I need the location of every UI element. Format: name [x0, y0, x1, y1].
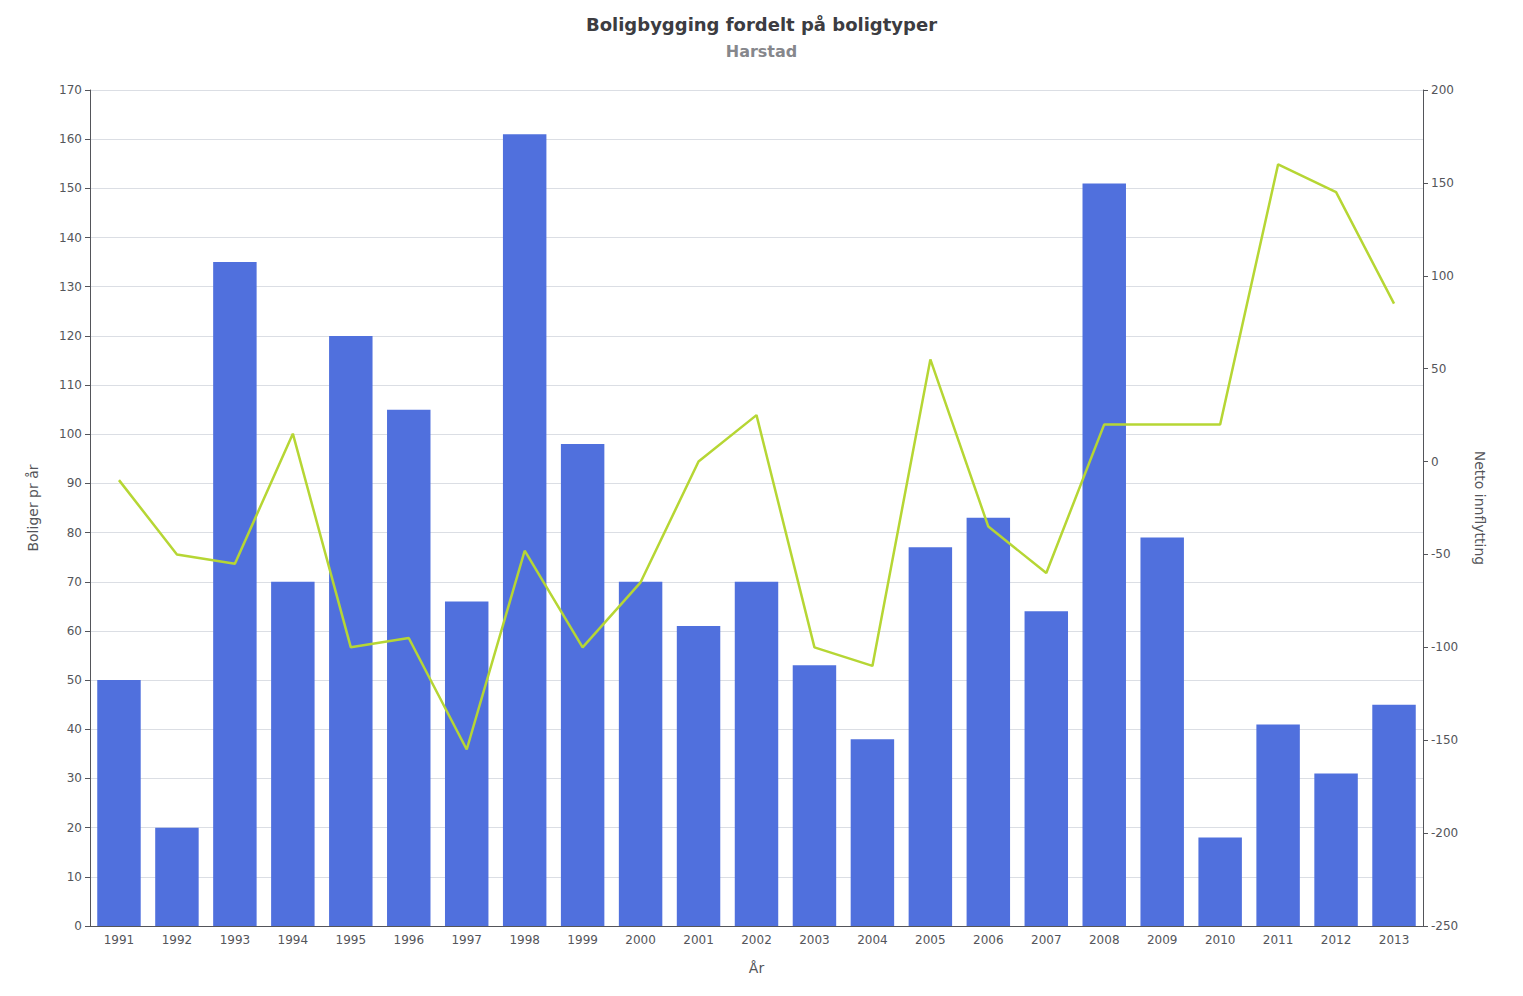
- svg-text:0: 0: [74, 919, 82, 933]
- svg-text:2004: 2004: [857, 933, 888, 947]
- svg-text:40: 40: [67, 722, 82, 736]
- svg-text:2008: 2008: [1089, 933, 1120, 947]
- svg-text:2005: 2005: [915, 933, 946, 947]
- svg-text:2003: 2003: [799, 933, 830, 947]
- svg-text:200: 200: [1431, 83, 1454, 97]
- svg-text:1992: 1992: [162, 933, 193, 947]
- svg-text:2012: 2012: [1321, 933, 1352, 947]
- svg-text:1995: 1995: [336, 933, 367, 947]
- svg-text:0: 0: [1431, 455, 1439, 469]
- svg-text:2009: 2009: [1147, 933, 1178, 947]
- svg-text:100: 100: [59, 427, 82, 441]
- svg-text:90: 90: [67, 476, 82, 490]
- svg-text:-250: -250: [1431, 919, 1458, 933]
- svg-text:100: 100: [1431, 269, 1454, 283]
- svg-text:170: 170: [59, 83, 82, 97]
- svg-text:2000: 2000: [625, 933, 656, 947]
- svg-text:120: 120: [59, 329, 82, 343]
- svg-text:150: 150: [1431, 176, 1454, 190]
- svg-text:110: 110: [59, 378, 82, 392]
- svg-text:Netto innflytting: Netto innflytting: [1472, 451, 1488, 565]
- svg-text:-200: -200: [1431, 826, 1458, 840]
- svg-text:2007: 2007: [1031, 933, 1062, 947]
- svg-text:1996: 1996: [393, 933, 424, 947]
- svg-text:1997: 1997: [451, 933, 482, 947]
- svg-text:-150: -150: [1431, 733, 1458, 747]
- svg-text:Boligbygging fordelt på boligt: Boligbygging fordelt på boligtyper: [586, 14, 937, 35]
- svg-text:2010: 2010: [1205, 933, 1236, 947]
- svg-text:60: 60: [67, 624, 82, 638]
- svg-text:1991: 1991: [104, 933, 135, 947]
- svg-text:10: 10: [67, 870, 82, 884]
- svg-text:80: 80: [67, 526, 82, 540]
- svg-text:-50: -50: [1431, 547, 1451, 561]
- svg-text:2011: 2011: [1263, 933, 1294, 947]
- svg-text:Harstad: Harstad: [726, 42, 798, 61]
- svg-text:20: 20: [67, 821, 82, 835]
- svg-text:År: År: [749, 960, 765, 976]
- svg-text:1998: 1998: [509, 933, 540, 947]
- svg-text:70: 70: [67, 575, 82, 589]
- svg-text:2013: 2013: [1379, 933, 1410, 947]
- svg-text:30: 30: [67, 771, 82, 785]
- svg-text:1994: 1994: [278, 933, 309, 947]
- svg-text:1993: 1993: [220, 933, 251, 947]
- svg-text:Boliger pr år: Boliger pr år: [25, 464, 41, 551]
- svg-text:1999: 1999: [567, 933, 598, 947]
- svg-text:50: 50: [1431, 362, 1446, 376]
- svg-text:-100: -100: [1431, 640, 1458, 654]
- svg-text:50: 50: [67, 673, 82, 687]
- svg-text:160: 160: [59, 132, 82, 146]
- svg-text:130: 130: [59, 280, 82, 294]
- svg-text:140: 140: [59, 231, 82, 245]
- svg-text:2006: 2006: [973, 933, 1004, 947]
- svg-text:2001: 2001: [683, 933, 714, 947]
- svg-text:2002: 2002: [741, 933, 772, 947]
- svg-text:150: 150: [59, 181, 82, 195]
